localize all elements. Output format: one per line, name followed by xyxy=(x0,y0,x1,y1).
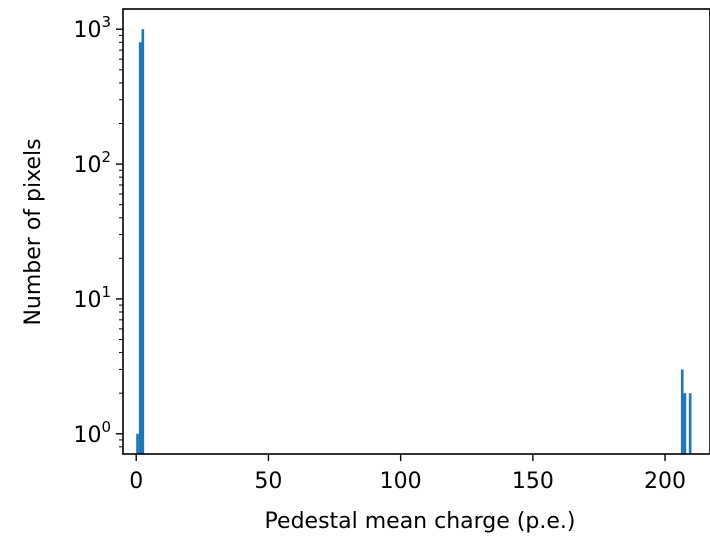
x-axis-ticks: 0 50 100 150 200 xyxy=(129,454,686,494)
x-axis-label: Pedestal mean charge (p.e.) xyxy=(265,509,576,534)
x-tick-label-0: 0 xyxy=(129,469,143,494)
y-axis-label: Number of pixels xyxy=(21,138,46,325)
histogram-bar-1 xyxy=(138,42,142,455)
x-tick-label-1: 50 xyxy=(254,469,282,494)
histogram-bar-5 xyxy=(688,393,692,454)
histogram-bar-3 xyxy=(680,369,684,454)
histogram-bar-4 xyxy=(683,393,687,454)
bars-group xyxy=(136,29,692,455)
histogram-bar-0 xyxy=(136,433,139,454)
y-tick-label-3: 103 xyxy=(73,13,111,43)
y-tick-label-0: 100 xyxy=(73,418,111,448)
plot-frame xyxy=(122,8,710,455)
x-tick-label-3: 150 xyxy=(512,469,554,494)
y-axis-ticks: 100 101 102 103 xyxy=(73,13,123,448)
y-tick-label-2: 102 xyxy=(73,148,111,178)
x-tick-label-2: 100 xyxy=(380,469,422,494)
y-tick-label-1: 101 xyxy=(73,283,111,313)
histogram-bar-2 xyxy=(141,29,145,454)
x-tick-label-4: 200 xyxy=(644,469,686,494)
